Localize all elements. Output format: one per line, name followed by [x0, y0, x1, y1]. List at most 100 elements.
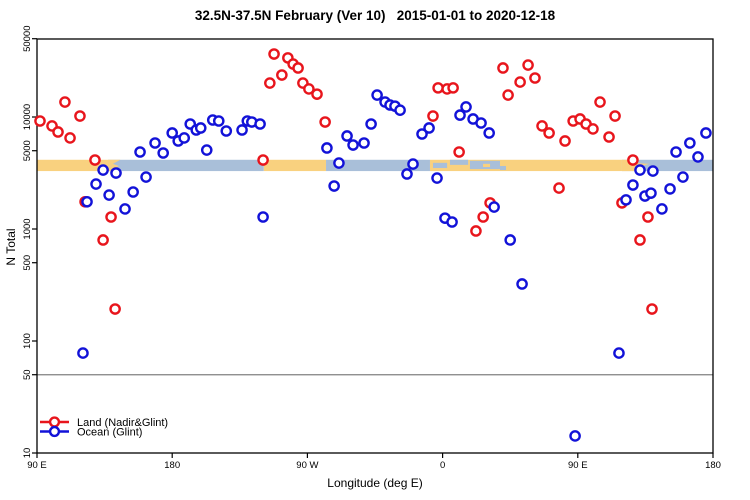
y-tick-label: 10000 [22, 104, 33, 130]
data-point-land [502, 89, 514, 101]
strip-patch-land [483, 163, 491, 168]
data-point-ocean [394, 104, 406, 117]
data-point-land [477, 211, 489, 223]
y-tick-label: 10 [22, 448, 33, 459]
data-point-land [447, 82, 459, 94]
y-tick-label: 100 [22, 333, 33, 349]
data-point-ocean [103, 189, 115, 201]
strip-patch-ocean [499, 165, 506, 171]
strip-segment-land [263, 159, 327, 172]
data-point-ocean [569, 430, 581, 442]
x-tick-label: 90 E [568, 460, 588, 471]
data-point-land [89, 154, 101, 166]
data-point-ocean [365, 118, 377, 130]
data-point-land [536, 120, 548, 132]
data-point-ocean [212, 115, 225, 127]
data-point-ocean [645, 187, 657, 199]
legend-label: Land (Nadir&Glint) [77, 417, 168, 429]
y-tick-label: 50 [22, 369, 33, 380]
data-point-ocean [454, 109, 466, 121]
data-point-ocean [77, 347, 89, 359]
data-point-ocean [90, 178, 102, 190]
data-point-ocean [475, 117, 487, 129]
data-point-land [268, 48, 280, 60]
legend-label: Ocean (Glint) [77, 427, 142, 439]
data-point-land [432, 82, 444, 94]
data-point-ocean [140, 171, 152, 183]
data-point-ocean [220, 125, 233, 137]
data-point-land [522, 59, 534, 71]
data-point-land [97, 234, 109, 246]
data-point-land [642, 211, 654, 223]
data-point-land [609, 110, 621, 122]
data-point-ocean [149, 137, 161, 149]
strip-coast-wedge [108, 159, 121, 172]
data-point-land [603, 131, 615, 143]
data-point-ocean [423, 122, 435, 134]
data-point-ocean [97, 164, 109, 176]
data-point-ocean [504, 234, 517, 246]
x-tick-label: 0 [440, 460, 445, 471]
data-point-ocean [254, 118, 266, 130]
data-point-ocean [620, 194, 632, 206]
data-point-ocean [664, 183, 676, 195]
data-point-ocean [516, 278, 528, 290]
data-point-ocean [341, 130, 353, 142]
data-point-ocean [119, 203, 131, 215]
data-point-land [587, 123, 599, 135]
data-point-ocean [194, 122, 207, 134]
data-point-ocean [407, 158, 419, 170]
data-point-ocean [371, 89, 383, 101]
data-point-ocean [446, 216, 458, 228]
strip-segment-land [429, 159, 622, 172]
data-point-ocean [416, 128, 428, 140]
data-point-ocean [684, 137, 696, 149]
data-point-ocean [656, 203, 668, 215]
x-tick-label: 90 E [27, 460, 47, 471]
data-point-land [646, 303, 658, 315]
data-point-ocean [134, 146, 146, 158]
data-point-ocean [200, 144, 213, 156]
data-point-land [257, 154, 269, 166]
data-point-ocean [692, 151, 704, 163]
strip-patch-ocean [432, 162, 448, 169]
data-point-ocean [347, 139, 359, 151]
strip-segment-ocean [621, 159, 713, 172]
data-point-land [427, 110, 439, 122]
data-point-ocean [488, 201, 500, 213]
data-point-ocean [627, 179, 639, 191]
data-point-ocean [677, 171, 689, 183]
data-point-land [470, 225, 482, 237]
data-point-ocean [460, 101, 472, 113]
data-point-ocean [670, 146, 682, 158]
strip-segment-land [37, 159, 109, 172]
data-point-land [109, 303, 121, 315]
data-point-land [276, 69, 288, 81]
data-point-land [453, 146, 465, 158]
data-point-ocean [157, 147, 169, 159]
data-point-land [52, 126, 64, 138]
data-point-land [303, 83, 315, 95]
data-point-ocean [257, 211, 269, 223]
plot-border [36, 38, 714, 454]
data-point-land [64, 132, 76, 144]
x-tick-label: 180 [164, 460, 180, 471]
data-point-ocean [178, 132, 191, 144]
data-point-ocean [81, 195, 93, 208]
data-point-ocean [166, 127, 178, 139]
data-point-land [559, 135, 571, 147]
legend-marker [48, 425, 61, 438]
data-point-ocean [333, 157, 345, 169]
data-point-ocean [110, 167, 122, 179]
strip-patch-ocean [449, 159, 469, 165]
data-point-land [74, 110, 86, 122]
data-point-land [627, 154, 639, 166]
data-point-ocean [431, 172, 443, 184]
data-point-ocean [700, 127, 712, 139]
x-axis-label: Longitude (deg E) [327, 476, 423, 490]
data-point-land [594, 96, 606, 108]
data-point-ocean [401, 168, 413, 180]
data-point-ocean [647, 165, 659, 177]
x-tick-label: 90 W [296, 460, 318, 471]
